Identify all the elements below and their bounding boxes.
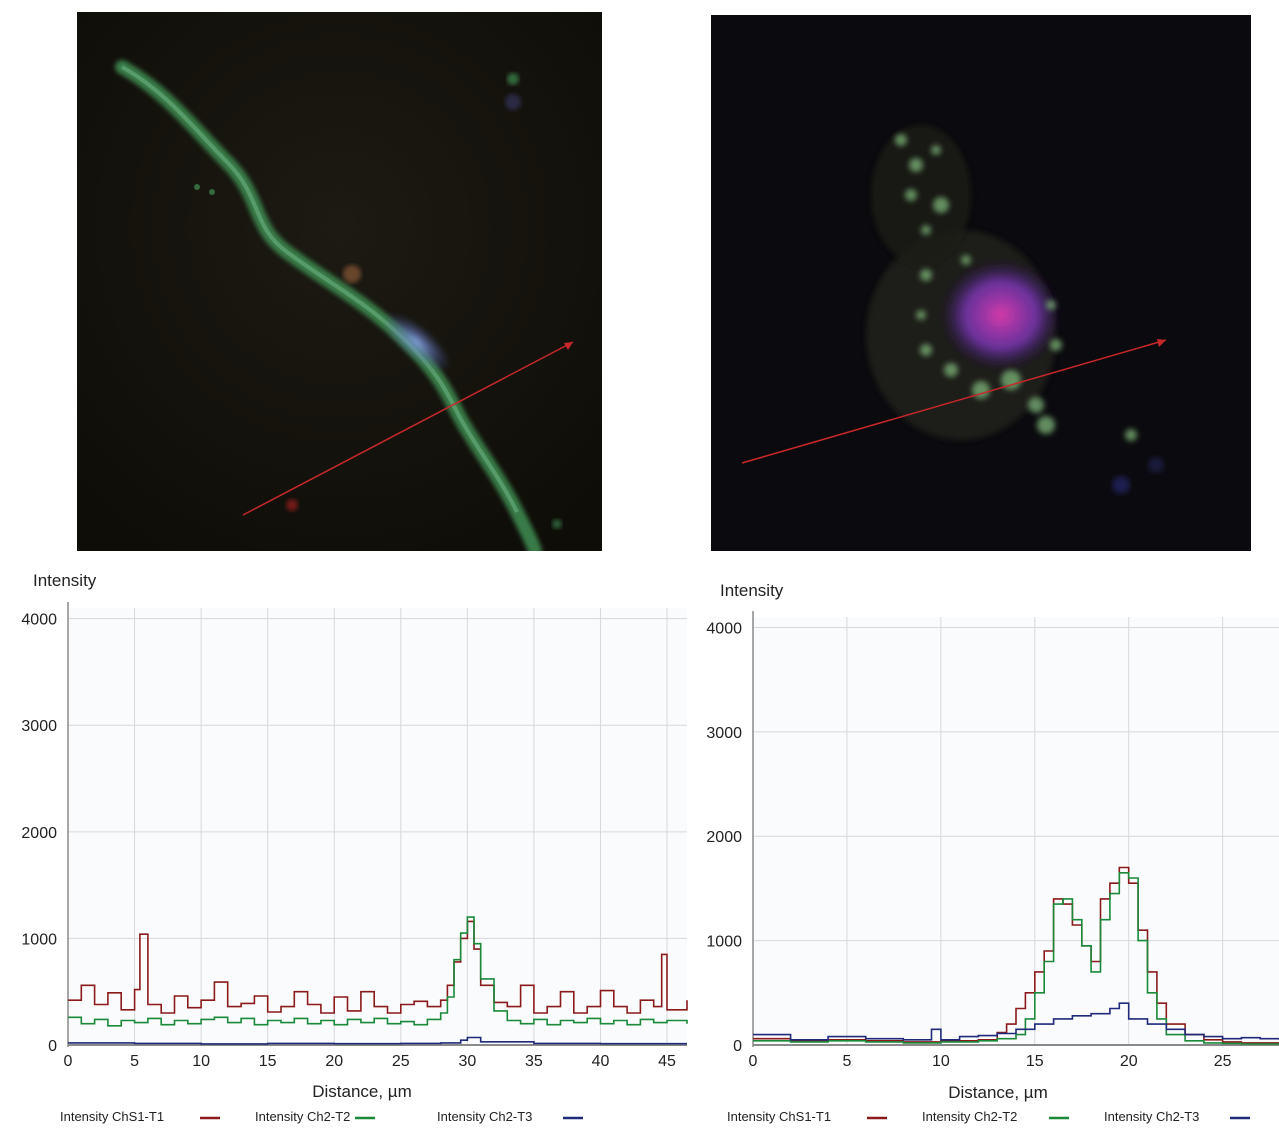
- legend-label: Intensity Ch2-T2: [255, 1109, 350, 1124]
- legend-label: Intensity Ch2-T3: [1104, 1109, 1199, 1124]
- micrograph-right: [711, 15, 1251, 551]
- x-tick-label: 35: [525, 1053, 543, 1070]
- x-tick-label: 10: [932, 1053, 950, 1070]
- series-line-3: [68, 1036, 687, 1045]
- x-tick-label: 0: [749, 1053, 758, 1070]
- x-tick-label: 5: [130, 1053, 139, 1070]
- series-line-1: [68, 920, 688, 1014]
- x-tick-label: 15: [259, 1053, 277, 1070]
- x-tick-label: 40: [592, 1053, 610, 1070]
- y-tick-label: 2000: [706, 829, 742, 846]
- y-tick-label: 2000: [21, 825, 57, 842]
- y-tick-label: 4000: [21, 612, 57, 629]
- micrograph-left: [77, 12, 602, 551]
- x-tick-label: 5: [842, 1053, 851, 1070]
- y-tick-label: 0: [48, 1038, 57, 1055]
- x-axis-title: Distance, µm: [312, 1082, 412, 1101]
- x-tick-label: 25: [392, 1053, 410, 1070]
- series-line-3: [753, 1002, 1279, 1041]
- legend-label: Intensity ChS1-T1: [60, 1109, 164, 1124]
- x-tick-label: 20: [1120, 1053, 1138, 1070]
- legend-label: Intensity Ch2-T2: [922, 1109, 1017, 1124]
- y-tick-label: 1000: [21, 931, 57, 948]
- plot-area: [753, 617, 1279, 1045]
- legend-label: Intensity ChS1-T1: [727, 1109, 831, 1124]
- y-axis-title: Intensity: [33, 571, 97, 590]
- x-tick-label: 25: [1214, 1053, 1232, 1070]
- x-tick-label: 30: [458, 1053, 476, 1070]
- y-tick-label: 3000: [21, 718, 57, 735]
- plot-area: [68, 608, 687, 1045]
- x-tick-label: 10: [192, 1053, 210, 1070]
- y-tick-label: 1000: [706, 934, 742, 951]
- x-tick-label: 15: [1026, 1053, 1044, 1070]
- x-tick-label: 45: [658, 1053, 676, 1070]
- x-axis-title: Distance, µm: [948, 1083, 1048, 1102]
- x-tick-label: 0: [64, 1053, 73, 1070]
- y-axis-title: Intensity: [720, 581, 784, 600]
- series-line-2: [68, 916, 688, 1027]
- series-line-2: [753, 872, 1279, 1045]
- x-tick-label: 20: [325, 1053, 343, 1070]
- y-tick-label: 0: [733, 1038, 742, 1055]
- legend-label: Intensity Ch2-T3: [437, 1109, 532, 1124]
- y-tick-label: 4000: [706, 620, 742, 637]
- y-tick-label: 3000: [706, 725, 742, 742]
